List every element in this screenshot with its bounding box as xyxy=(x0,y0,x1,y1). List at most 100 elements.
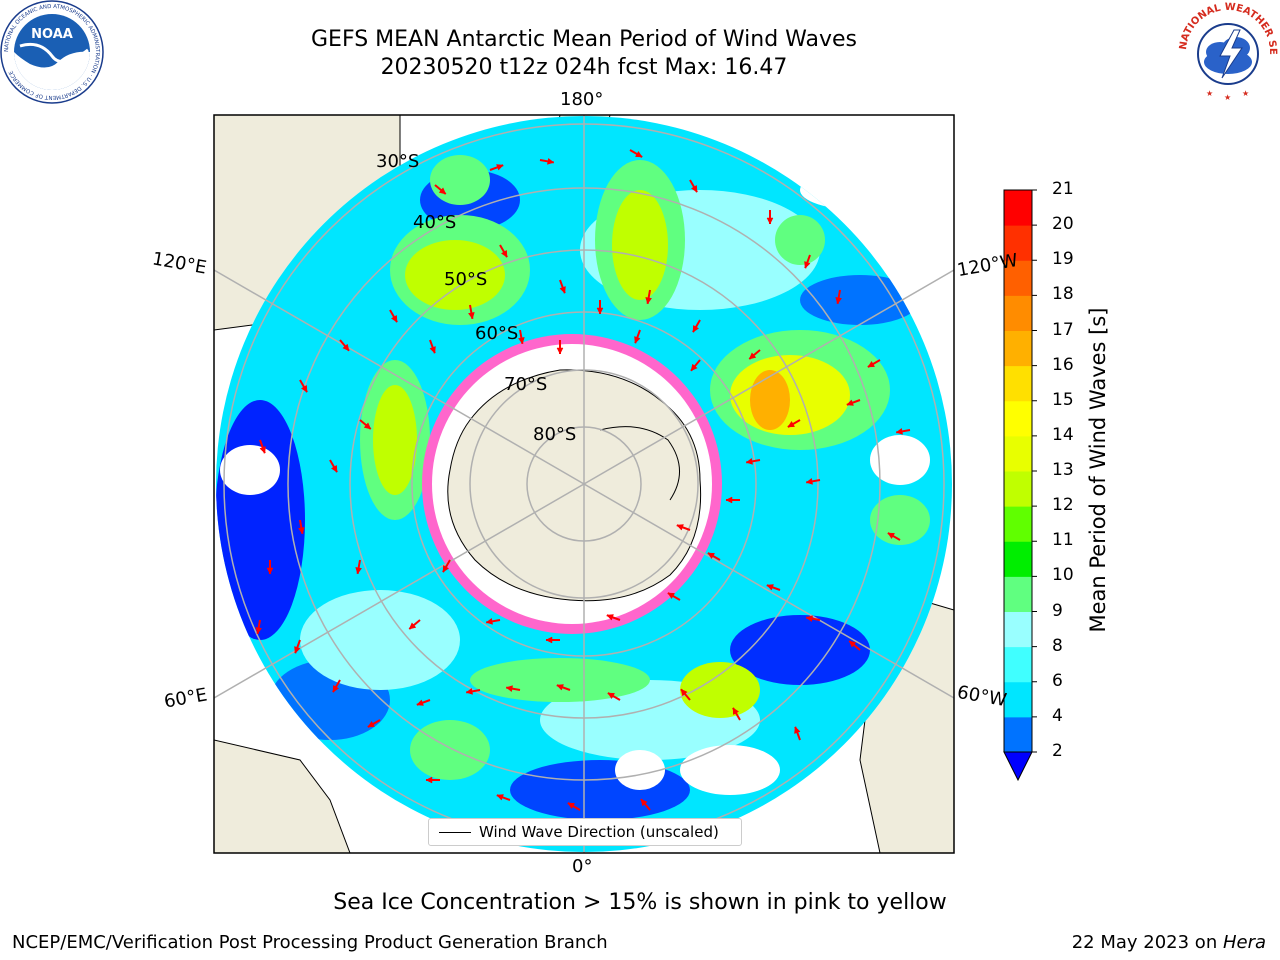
lat-label-50s: 50°S xyxy=(444,269,488,290)
svg-text:★: ★ xyxy=(1224,93,1231,102)
colorbar-segment xyxy=(1004,611,1032,648)
wave-arrow xyxy=(787,419,801,428)
wave-arrow xyxy=(645,289,653,305)
wave-arrow xyxy=(425,776,440,784)
colorbar-under-triangle xyxy=(1003,751,1033,782)
wave-arrow xyxy=(499,244,508,258)
graticule xyxy=(214,115,954,853)
colorbar-segment xyxy=(1004,681,1032,718)
wave-arrow xyxy=(434,184,447,195)
colorbar-segment xyxy=(1004,506,1032,542)
wave-arrow xyxy=(748,349,761,360)
colorbar-segment xyxy=(1004,260,1032,296)
wave-arrow xyxy=(442,559,451,573)
legend-label: Wind Wave Direction (unscaled) xyxy=(479,823,719,841)
wave-arrow xyxy=(416,699,431,706)
colorbar-segment xyxy=(1004,190,1032,226)
wave-arrow xyxy=(680,688,691,701)
colorbar-segment xyxy=(1004,646,1032,683)
wave-arrow xyxy=(359,419,372,430)
wave-arrow xyxy=(367,719,381,728)
wave-arrow xyxy=(835,289,843,305)
svg-text:★: ★ xyxy=(1242,89,1249,98)
lat-label-40s: 40°S xyxy=(413,212,457,233)
lat-label-60s: 60°S xyxy=(475,323,519,344)
wave-arrow xyxy=(332,679,341,693)
colorbar-tick-label: 6 xyxy=(1052,670,1063,691)
wave-arrow xyxy=(634,329,641,344)
wave-arrow xyxy=(467,304,475,320)
wave-arrow xyxy=(567,802,581,811)
wave-arrow xyxy=(329,459,338,473)
wave-arrow xyxy=(355,559,363,575)
wave-arrow xyxy=(640,798,651,811)
wave-arrow xyxy=(556,684,571,691)
legend-line-icon xyxy=(439,831,471,833)
colorbar-tick-label: 16 xyxy=(1052,354,1074,375)
colorbar-segment xyxy=(1004,541,1032,577)
colorbar-tick-label: 14 xyxy=(1052,424,1074,445)
colorbar-tick-label: 9 xyxy=(1052,600,1063,621)
colorbar-tick-label: 4 xyxy=(1052,705,1063,726)
wave-arrow xyxy=(299,379,308,393)
colorbar-segment xyxy=(1004,330,1032,367)
footer-host: Hera xyxy=(1222,932,1266,953)
map-subtitle: 20230520 t12z 024h fcst Max: 16.47 xyxy=(380,55,788,80)
colorbar-segment xyxy=(1004,716,1032,753)
colorbar-tick-label: 15 xyxy=(1052,389,1074,410)
colorbar-tick-label: 8 xyxy=(1052,635,1063,656)
wave-arrow xyxy=(517,329,525,345)
wave-arrow xyxy=(559,279,566,294)
wave-arrow xyxy=(846,399,861,406)
wave-arrow xyxy=(732,707,741,721)
colorbar-tick-label: 20 xyxy=(1052,214,1074,235)
wave-arrow xyxy=(887,532,901,541)
lon-label-0: 0° xyxy=(572,856,593,877)
wave-direction-arrows xyxy=(255,149,911,811)
nws-logo: NATIONAL WEATHER SERVICE ★ ★ ★ xyxy=(1176,0,1279,103)
colorbar-segment xyxy=(1004,225,1032,261)
colorbar-segment xyxy=(1004,471,1032,507)
wave-arrow xyxy=(725,496,740,504)
colorbar-tick-label: 11 xyxy=(1052,530,1074,551)
wave-arrow xyxy=(339,339,350,352)
wave-arrow xyxy=(692,319,701,333)
wave-arrow xyxy=(895,427,911,435)
lon-label-180: 180° xyxy=(560,89,604,110)
antarctica xyxy=(422,334,722,634)
wave-arrow xyxy=(689,179,698,193)
wave-arrow xyxy=(294,639,301,654)
wave-arrow xyxy=(766,210,774,225)
wave-arrow xyxy=(745,457,761,465)
wave-arrow xyxy=(556,340,564,355)
wave-arrow xyxy=(766,584,781,591)
wave-arrow xyxy=(465,687,481,695)
wave-arrow xyxy=(485,617,501,625)
colorbar-segment xyxy=(1004,576,1032,612)
wave-arrow xyxy=(545,636,560,644)
colorbar-tick-label: 2 xyxy=(1052,741,1063,761)
colorbar-tick-label: 18 xyxy=(1052,284,1074,305)
wave-arrow xyxy=(629,149,643,158)
wave-arrow xyxy=(690,359,701,372)
colorbar-segment xyxy=(1004,400,1032,437)
colorbar-tick-label: 13 xyxy=(1052,460,1074,480)
colorbar-segment xyxy=(1004,435,1032,472)
wave-arrow xyxy=(496,794,511,801)
wave-arrow xyxy=(408,619,421,630)
colorbar-segment xyxy=(1004,365,1032,402)
wave-arrow xyxy=(255,619,263,635)
footer-organization: NCEP/EMC/Verification Post Processing Pr… xyxy=(12,932,608,953)
colorbar xyxy=(1003,189,1037,782)
wave-arrow xyxy=(389,309,398,323)
wave-arrow xyxy=(805,615,821,623)
wave-arrow xyxy=(676,524,691,531)
colorbar-tick-label: 10 xyxy=(1052,565,1074,586)
wave-arrow xyxy=(429,339,436,354)
sea-ice-caption: Sea Ice Concentration > 15% is shown in … xyxy=(333,890,947,915)
footer-date: 22 May 2023 on Hera xyxy=(1071,932,1266,953)
wave-arrow xyxy=(667,592,681,601)
noaa-logo: NATIONAL OCEANIC AND ATMOSPHERIC ADMINIS… xyxy=(0,0,104,104)
svg-text:NOAA: NOAA xyxy=(31,27,73,42)
